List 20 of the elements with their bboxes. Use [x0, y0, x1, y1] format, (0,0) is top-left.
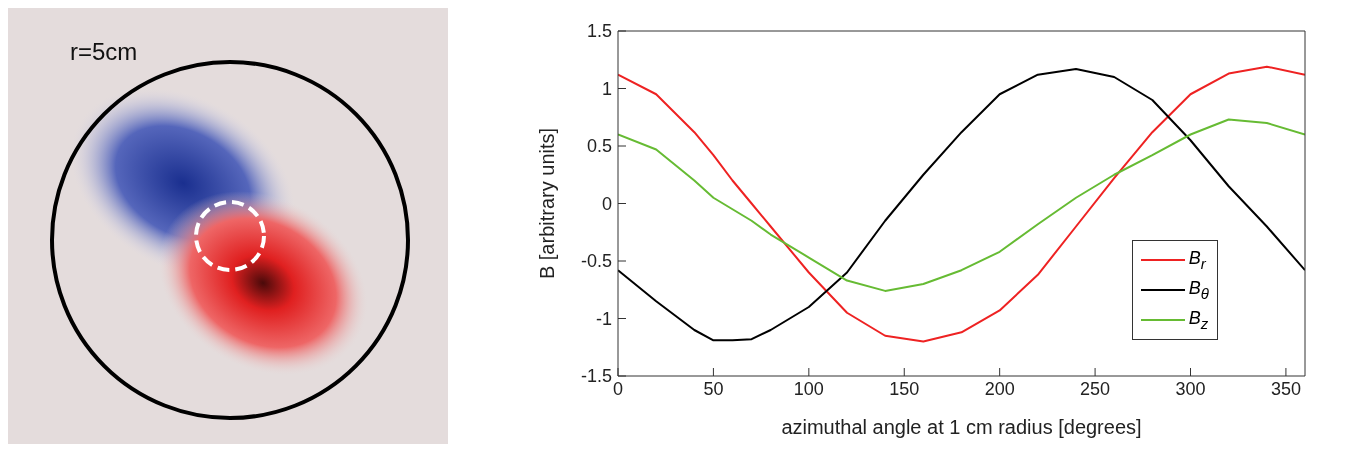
- y-tick-label: 1.5: [586, 21, 612, 42]
- text: r=5cm: [70, 38, 138, 66]
- y-tick-label: -0.5: [580, 251, 612, 272]
- x-tick-label: 100: [793, 378, 824, 399]
- x-tick-label: 250: [1080, 378, 1111, 399]
- legend-label: B$_{θ}$: [1188, 278, 1209, 302]
- x-axis-title: azimuthal angle at 1 cm radius [degrees]: [781, 416, 1142, 438]
- legend-label: B$_{z}$: [1188, 308, 1209, 332]
- y-axis-title: B [arbitrary units]: [536, 127, 558, 280]
- y-tick-label: 0: [601, 193, 612, 214]
- x-tick-label: 350: [1270, 378, 1301, 399]
- y-tick-label: 1: [601, 78, 612, 99]
- y-tick-label: 0.5: [586, 136, 612, 157]
- y-tick-label: -1.5: [580, 366, 612, 387]
- x-tick-label: 150: [889, 378, 920, 399]
- x-tick-label: 300: [1175, 378, 1206, 399]
- y-tick-label: -1: [595, 308, 612, 329]
- legend-label: B$_{r}$: [1188, 248, 1206, 272]
- x-tick-label: 50: [703, 378, 724, 399]
- x-tick-label: 200: [984, 378, 1015, 399]
